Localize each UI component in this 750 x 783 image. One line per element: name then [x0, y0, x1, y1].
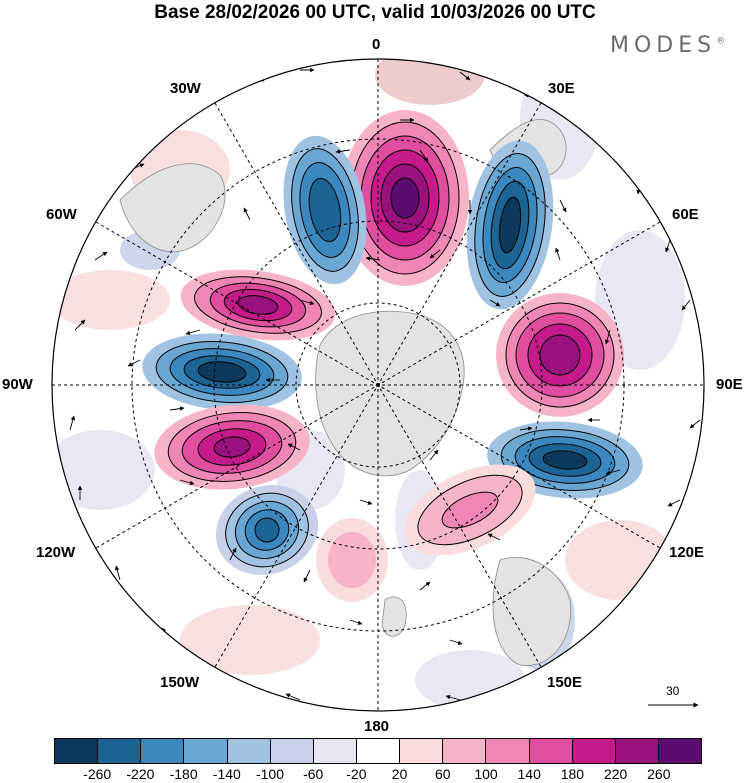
colorbar-cell	[227, 739, 271, 763]
lon-label-30w: 30W	[170, 80, 201, 97]
colorbar-cell	[98, 739, 142, 763]
lon-label-120e: 120E	[669, 544, 705, 561]
colorbar-cell	[658, 739, 702, 763]
colorbar-tick-label: -260	[83, 766, 112, 782]
colorbar-cell	[486, 739, 530, 763]
modes-logo: MODES®	[610, 33, 725, 58]
reference-vector-label: 30	[666, 684, 680, 698]
map-center	[376, 383, 380, 387]
colorbar-tick-label: -20	[346, 766, 367, 782]
colorbar-tick-label: -60	[303, 766, 324, 782]
lon-label-120w: 120W	[36, 544, 76, 561]
colorbar-cell	[270, 739, 314, 763]
anomaly-positive-130	[404, 464, 536, 556]
colorbar-cell	[313, 739, 357, 763]
colorbar-tick-label: 220	[603, 766, 628, 782]
lon-label-150w: 150W	[160, 674, 200, 691]
colorbar-tick-label: -180	[169, 766, 198, 782]
colorbar-tick-label: 60	[435, 766, 451, 782]
lon-label-150e: 150E	[547, 674, 583, 691]
antarctica-landmass	[315, 310, 465, 477]
anomaly-negative-103	[487, 421, 643, 499]
colorbar-tick-label: 180	[560, 766, 585, 782]
anomaly-positive-minus112	[154, 404, 310, 490]
australia-landmass	[492, 557, 572, 666]
anomaly-negative-minus142	[215, 484, 319, 576]
colorbar-tick-label: -100	[255, 766, 285, 782]
colorbar-cell	[572, 739, 616, 763]
lon-label-180: 180	[364, 718, 390, 735]
map-boundary	[51, 58, 705, 712]
lon-label-60w: 60W	[46, 206, 77, 223]
colorbar-tick-label: -140	[212, 766, 241, 782]
lon-label-90w: 90W	[2, 376, 33, 393]
anomaly-negative-minus24	[283, 135, 367, 285]
anomaly-negative-24	[466, 140, 554, 310]
brand-text: MODES	[610, 33, 717, 58]
colorbar-ticks: -260 -220 -180 -140 -100 -60 -20 20 60 100 140 180 2…	[54, 766, 702, 782]
colorbar-tick-label: 20	[391, 766, 408, 782]
anomaly-positive-168	[316, 518, 388, 602]
colorbar-cell	[400, 739, 444, 763]
colorbar-cell	[529, 739, 573, 763]
anomaly-positive-minus55	[180, 269, 336, 341]
colorbar-tick-label: 260	[647, 766, 671, 782]
colorbar-tick-label: 140	[517, 766, 541, 782]
lon-label-0: 0	[372, 36, 381, 53]
anomaly-negative-minus88	[142, 333, 302, 411]
colorbar-cell	[55, 739, 99, 763]
colorbar-cell	[615, 739, 659, 763]
anomaly-fields	[142, 110, 643, 602]
brand-mark: ®	[716, 36, 726, 47]
lon-label-90e: 90E	[716, 376, 743, 393]
south-america-landmass	[119, 163, 226, 253]
colorbar-cell	[184, 739, 228, 763]
new-zealand-landmass	[381, 596, 407, 637]
lon-label-60e: 60E	[672, 206, 699, 223]
lon-label-30e: 30E	[548, 80, 575, 97]
colorbar	[54, 738, 702, 764]
colorbar-tick-label: 100	[474, 766, 498, 782]
anomaly-positive-66	[496, 293, 624, 417]
colorbar-cell	[141, 739, 185, 763]
colorbar-tick-label: -220	[126, 766, 155, 782]
colorbar-cell	[443, 739, 487, 763]
map-title: Base 28/02/2026 00 UTC, valid 10/03/2026…	[154, 2, 596, 23]
colorbar-cell	[356, 739, 401, 763]
